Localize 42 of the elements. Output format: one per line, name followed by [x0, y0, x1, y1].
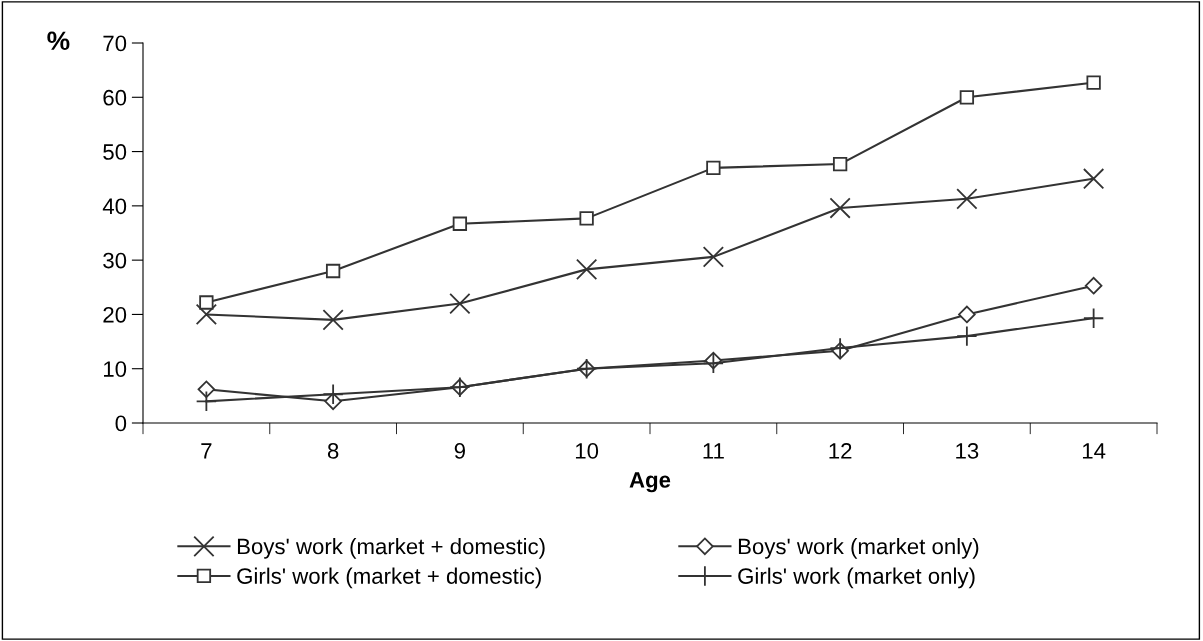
y-tick-label: 0	[115, 415, 127, 432]
x-tick-label: 9	[454, 443, 465, 459]
point	[449, 292, 471, 315]
x-tick-label: 7	[201, 443, 212, 459]
point	[195, 303, 218, 326]
point	[1084, 276, 1103, 295]
point	[956, 188, 978, 210]
y-tick-label: 20	[103, 306, 127, 323]
point	[452, 216, 468, 231]
x-tick-label: 10	[575, 443, 599, 459]
x-tick-label: 12	[829, 443, 852, 459]
x-axis-title: Age	[629, 472, 671, 493]
point	[959, 90, 975, 105]
point	[322, 309, 344, 331]
point	[197, 380, 216, 399]
y-tick-label: 40	[102, 198, 127, 215]
point	[706, 160, 721, 176]
x-tick-label: 14	[1082, 443, 1106, 459]
point	[702, 246, 725, 268]
point	[579, 211, 594, 226]
y-tick-label: 50	[103, 144, 127, 160]
point	[829, 197, 851, 219]
x-tick-label: 8	[327, 443, 339, 459]
x-tick-label: 11	[703, 443, 724, 459]
point	[1082, 307, 1105, 329]
legend-label: Boys' work (market only)	[738, 538, 979, 559]
legend-label: Boys' work (market + domestic)	[237, 538, 545, 559]
legend-label: Girls' work (market + domestic)	[237, 567, 541, 589]
y-tick-label: 60	[103, 89, 127, 106]
legend-label: Girls' work (market only)	[738, 567, 975, 589]
y-tick-label: 10	[104, 361, 127, 377]
y-tick-label: 30	[103, 252, 127, 269]
point	[199, 295, 214, 310]
point	[325, 263, 341, 279]
y-tick-label: 70	[103, 35, 127, 52]
point	[575, 258, 598, 280]
point	[1082, 168, 1105, 190]
point	[832, 156, 848, 172]
y-axis-title: %	[47, 31, 70, 51]
x-tick-label: 13	[956, 443, 979, 459]
point	[958, 305, 976, 324]
point	[1086, 75, 1101, 90]
